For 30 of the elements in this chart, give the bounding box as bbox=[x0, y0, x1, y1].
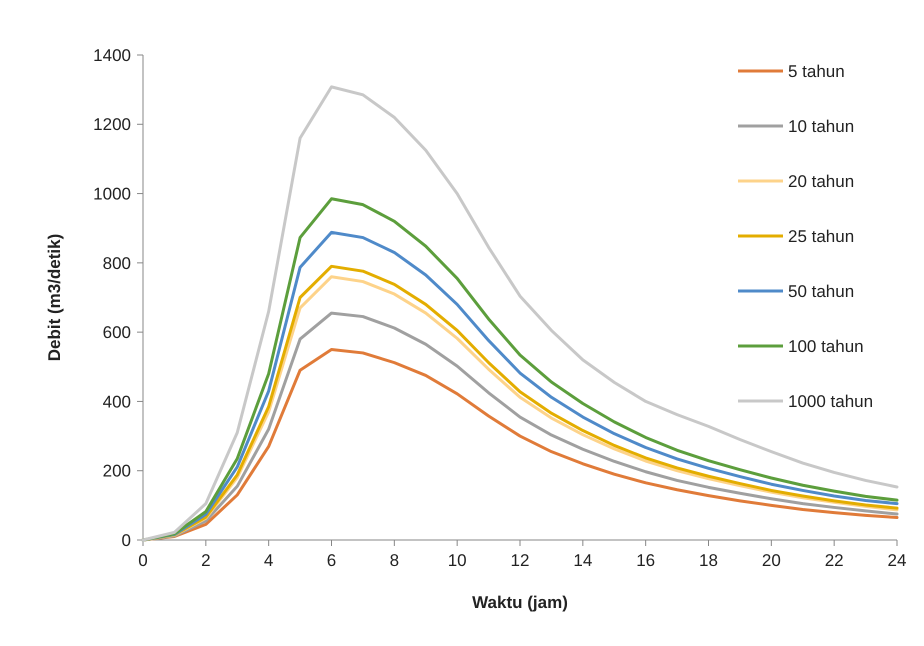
y-tick-label: 600 bbox=[102, 323, 131, 342]
y-tick-label: 0 bbox=[122, 530, 131, 550]
x-tick-label: 20 bbox=[762, 551, 781, 570]
x-tick-label: 24 bbox=[888, 551, 906, 570]
y-tick-label: 800 bbox=[102, 254, 131, 273]
x-axis-title: Waktu (jam) bbox=[472, 593, 568, 612]
x-tick-label: 6 bbox=[326, 551, 336, 570]
x-tick-label: 2 bbox=[201, 551, 211, 570]
x-tick-label: 12 bbox=[510, 551, 530, 570]
y-axis-title: Debit (m3/detik) bbox=[45, 234, 64, 362]
x-tick-label: 8 bbox=[390, 551, 400, 570]
x-tick-label: 4 bbox=[264, 551, 274, 570]
x-tick-label: 14 bbox=[573, 551, 592, 570]
legend-label: 5 tahun bbox=[788, 62, 845, 81]
x-tick-label: 22 bbox=[824, 551, 844, 570]
y-tick-label: 1400 bbox=[93, 46, 131, 65]
legend-label: 20 tahun bbox=[788, 172, 854, 191]
y-tick-label: 400 bbox=[102, 392, 131, 412]
y-tick-label: 1000 bbox=[93, 184, 131, 204]
legend-label: 25 tahun bbox=[788, 226, 854, 246]
x-tick-label: 18 bbox=[699, 551, 718, 570]
x-tick-label: 0 bbox=[138, 551, 148, 570]
legend-label: 1000 tahun bbox=[788, 392, 874, 411]
x-tick-label: 10 bbox=[448, 551, 467, 570]
legend-label: 10 tahun bbox=[788, 116, 854, 136]
legend-label: 50 tahun bbox=[788, 282, 854, 301]
x-tick-label: 16 bbox=[636, 551, 656, 570]
y-tick-label: 1200 bbox=[93, 115, 131, 134]
y-tick-label: 200 bbox=[102, 462, 131, 481]
legend-label: 100 tahun bbox=[788, 336, 864, 356]
